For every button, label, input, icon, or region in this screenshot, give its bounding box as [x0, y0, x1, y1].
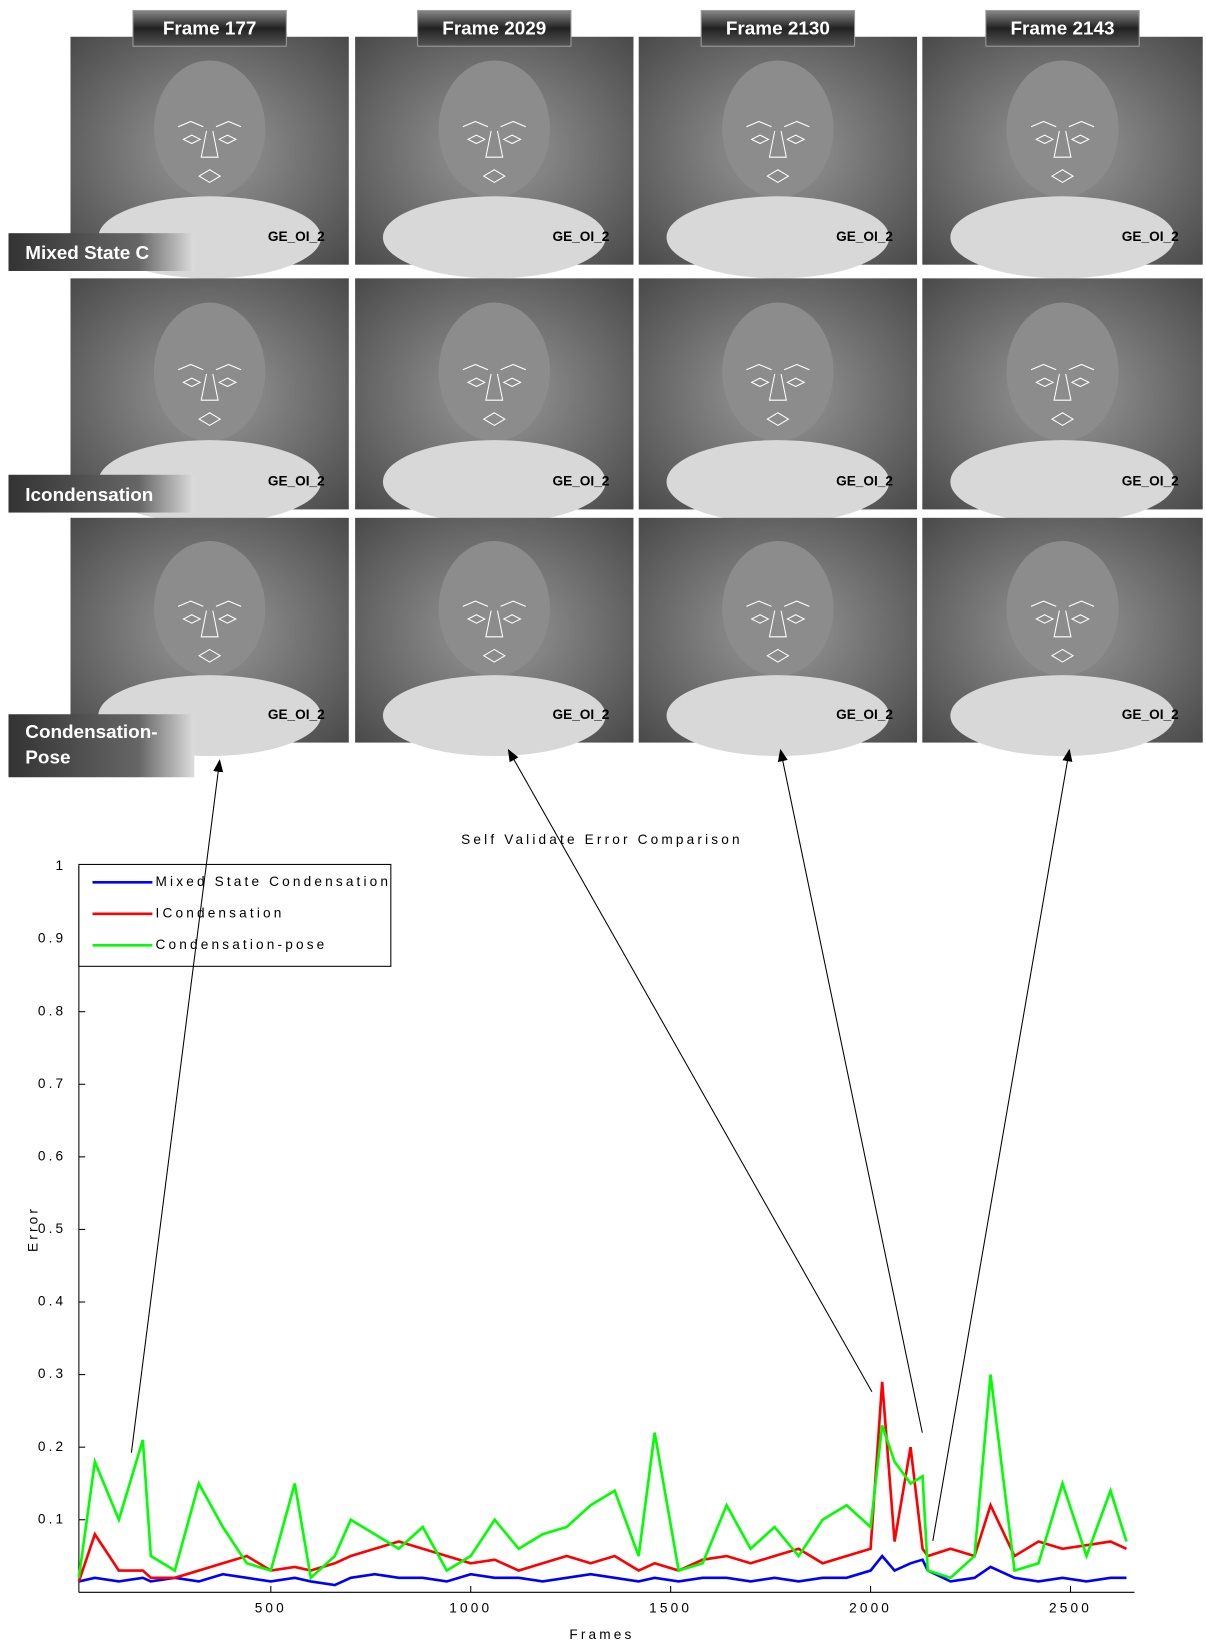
frame-label: Frame 2029	[442, 18, 546, 39]
y-tick-label: 0.4	[38, 1294, 66, 1309]
y-tick-label: 0.3	[38, 1366, 66, 1381]
watermark: GE_OI_2	[268, 229, 325, 244]
photo: GE_OI_2	[355, 278, 633, 523]
watermark: GE_OI_2	[1122, 474, 1179, 489]
x-tick-label: 1500	[649, 1601, 692, 1616]
x-tick-label: 500	[255, 1601, 287, 1616]
watermark: GE_OI_2	[553, 474, 610, 489]
x-tick-label: 2500	[1049, 1601, 1092, 1616]
legend-label: Condensation-pose	[156, 937, 328, 952]
row-label: Condensation-	[25, 722, 157, 743]
page: {"frame_labels": ["Frame 177", "Frame 20…	[0, 0, 1206, 1648]
row-label: Mixed State C	[25, 243, 149, 264]
photo: GE_OI_2	[639, 37, 917, 279]
series-line	[79, 1375, 1127, 1578]
y-tick-label: 0.8	[38, 1003, 66, 1018]
watermark: GE_OI_2	[268, 474, 325, 489]
baby-head	[722, 541, 833, 676]
chart-title: Self Validate Error Comparison	[461, 832, 743, 847]
frame-label: Frame 2143	[1011, 18, 1115, 39]
photo: GE_OI_2	[639, 518, 917, 756]
photo: GE_OI_2	[355, 37, 633, 279]
arrow	[933, 750, 1070, 1541]
photo: GE_OI_2	[922, 278, 1202, 523]
baby-head	[439, 303, 550, 442]
frame-label: Frame 177	[163, 18, 256, 39]
watermark: GE_OI_2	[1122, 229, 1179, 244]
x-tick-label: 1000	[449, 1601, 492, 1616]
legend-label: ICondensation	[156, 905, 285, 920]
baby-head	[1006, 541, 1118, 676]
y-tick-label: 0.5	[38, 1221, 66, 1236]
baby-head	[722, 60, 833, 197]
watermark: GE_OI_2	[1122, 707, 1179, 722]
watermark: GE_OI_2	[268, 707, 325, 722]
watermark: GE_OI_2	[836, 474, 893, 489]
baby-head	[439, 541, 550, 676]
series-line	[79, 1382, 1127, 1582]
legend-label: Mixed State Condensation	[156, 874, 392, 889]
photo: GE_OI_2	[355, 518, 633, 756]
y-tick-label: 0.9	[38, 931, 66, 946]
photo: GE_OI_2	[922, 37, 1202, 279]
baby-head	[722, 303, 833, 442]
x-tick-label: 2000	[849, 1601, 892, 1616]
y-tick-label: 0.1	[38, 1511, 66, 1526]
figure: GE_OI_2 GE_OI_2 GE_OI_2 GE_OI_2 GE_OI_2 GE_OI…	[0, 0, 1206, 1648]
chart: Self Validate Error ComparisonFramesErro…	[25, 832, 1134, 1642]
y-tick-label: 1	[56, 858, 67, 873]
baby-head	[154, 60, 265, 197]
y-tick-label: 0.2	[38, 1439, 66, 1454]
row-label: Pose	[25, 747, 70, 768]
watermark: GE_OI_2	[553, 229, 610, 244]
watermark: GE_OI_2	[836, 229, 893, 244]
watermark: GE_OI_2	[836, 707, 893, 722]
arrow	[781, 750, 923, 1433]
baby-head	[1006, 303, 1118, 442]
x-axis-label: Frames	[569, 1627, 634, 1642]
baby-head	[154, 541, 265, 676]
photo: GE_OI_2	[639, 278, 917, 523]
y-tick-label: 0.6	[38, 1148, 66, 1163]
photo: GE_OI_2	[922, 518, 1202, 756]
y-tick-label: 0.7	[38, 1076, 66, 1091]
baby-head	[1006, 60, 1118, 197]
baby-head	[154, 303, 265, 442]
row-label: Icondensation	[25, 485, 153, 506]
frame-label: Frame 2130	[726, 18, 830, 39]
baby-head	[439, 60, 550, 197]
watermark: GE_OI_2	[553, 707, 610, 722]
photo-grid: GE_OI_2 GE_OI_2 GE_OI_2 GE_OI_2 GE_OI_2 GE_OI…	[9, 11, 1203, 778]
